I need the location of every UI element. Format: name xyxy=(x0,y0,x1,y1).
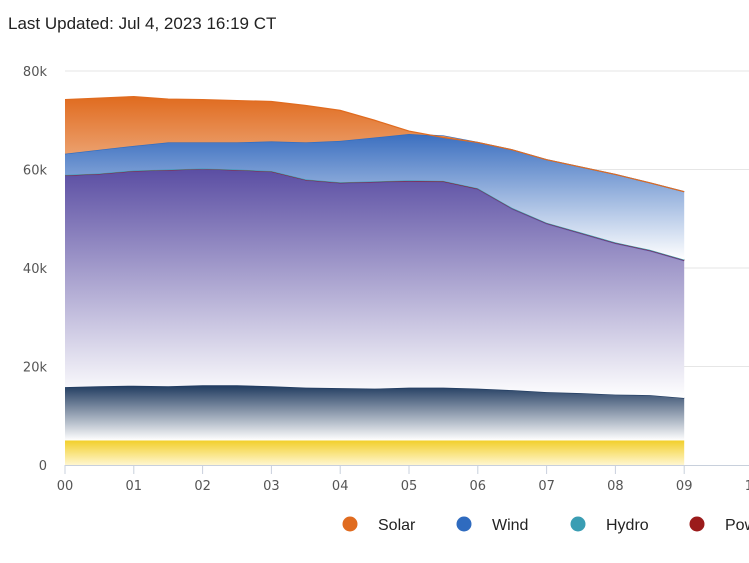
legend-item-hydro[interactable]: Hydro xyxy=(570,516,649,535)
x-tick-label: 05 xyxy=(401,479,418,494)
x-tick-label: 06 xyxy=(470,479,487,494)
legend-item-wind[interactable]: Wind xyxy=(456,516,529,535)
legend-swatch xyxy=(342,516,358,532)
axes: 0 20k 40k 60k 80k 00 01 02 03 04 05 06 07 08 09 10 xyxy=(23,65,749,494)
x-tick-label: 04 xyxy=(332,479,349,494)
area-solar xyxy=(65,96,685,192)
legend-label: Hydro xyxy=(606,517,649,534)
y-tick-label: 60k xyxy=(23,164,48,179)
legend: Solar Wind Hydro Power Storage xyxy=(342,516,749,535)
x-tick-label: 02 xyxy=(194,479,211,494)
x-tick-label: 08 xyxy=(607,479,624,494)
area-wind xyxy=(65,134,685,260)
x-tick-label: 07 xyxy=(538,479,555,494)
legend-swatch xyxy=(570,516,586,532)
legend-swatch xyxy=(689,516,705,532)
last-updated-text: Last Updated: Jul 4, 2023 16:19 CT xyxy=(8,14,277,33)
area-other xyxy=(65,440,685,465)
y-tick-label: 20k xyxy=(23,361,48,376)
y-tick-label: 40k xyxy=(23,262,48,277)
line-solar xyxy=(64,96,685,193)
area-series xyxy=(64,96,685,465)
x-tick-label: 09 xyxy=(676,479,693,494)
legend-item-power-storage[interactable]: Power Storage xyxy=(689,516,749,535)
area-gas xyxy=(65,169,685,399)
y-tick-label: 80k xyxy=(23,65,48,80)
area-nuclear xyxy=(65,385,685,441)
legend-label: Solar xyxy=(378,517,416,534)
legend-item-solar[interactable]: Solar xyxy=(342,516,417,535)
legend-label: Wind xyxy=(492,517,528,534)
x-tick-label: 03 xyxy=(263,479,280,494)
legend-swatch xyxy=(456,516,472,532)
y-tick-label: 0 xyxy=(39,459,47,474)
legend-label: Power Storage xyxy=(725,517,749,534)
x-tick-label: 01 xyxy=(126,479,143,494)
x-tick-label: 10 xyxy=(745,479,749,494)
x-tick-label: 00 xyxy=(57,479,74,494)
